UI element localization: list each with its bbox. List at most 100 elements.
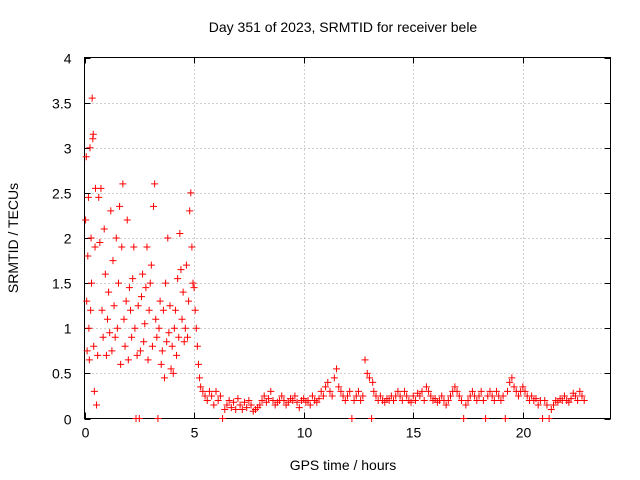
data-point xyxy=(247,401,255,409)
data-point xyxy=(105,288,113,296)
data-point xyxy=(210,401,218,409)
y-tick-label: 3.5 xyxy=(52,96,72,112)
data-point xyxy=(136,347,144,355)
data-point xyxy=(208,392,216,400)
data-point xyxy=(539,415,547,422)
data-point xyxy=(99,333,107,341)
data-point xyxy=(534,401,542,409)
data-point xyxy=(139,270,147,278)
data-point xyxy=(550,401,558,409)
data-point xyxy=(87,306,95,314)
data-point xyxy=(341,396,349,404)
data-point xyxy=(141,320,149,328)
data-point xyxy=(455,392,463,400)
data-point xyxy=(163,338,171,346)
data-point xyxy=(398,396,406,404)
data-point xyxy=(157,360,165,368)
data-point xyxy=(129,275,137,283)
data-point xyxy=(444,396,452,404)
data-point xyxy=(85,356,93,364)
data-point xyxy=(131,324,139,332)
data-point xyxy=(106,329,114,337)
data-point xyxy=(240,398,248,406)
data-point xyxy=(565,398,573,406)
data-point xyxy=(416,392,424,400)
data-point xyxy=(117,360,125,368)
data-point xyxy=(119,180,127,188)
data-point xyxy=(532,395,540,403)
data-point xyxy=(230,398,238,406)
data-point xyxy=(181,324,189,332)
data-point xyxy=(313,398,321,406)
data-point xyxy=(521,387,529,395)
data-point xyxy=(93,401,101,409)
data-point xyxy=(256,401,264,409)
data-point xyxy=(201,392,209,400)
data-point xyxy=(125,284,133,292)
data-point xyxy=(182,261,190,269)
data-point xyxy=(133,351,141,359)
data-point xyxy=(543,401,551,409)
data-point xyxy=(130,243,138,251)
data-point xyxy=(574,396,582,404)
data-point xyxy=(135,415,143,422)
data-point xyxy=(124,356,132,364)
data-point xyxy=(197,383,205,391)
data-point xyxy=(317,387,325,395)
data-point xyxy=(180,338,188,346)
data-point xyxy=(460,415,468,422)
data-point xyxy=(194,360,202,368)
data-point xyxy=(486,387,494,395)
data-point xyxy=(528,392,536,400)
data-point xyxy=(85,324,93,332)
data-point xyxy=(265,395,273,403)
data-point xyxy=(427,392,435,400)
x-tick-label: 10 xyxy=(297,425,313,441)
y-tick-label: 0.5 xyxy=(52,366,72,382)
y-tick-label: 3 xyxy=(64,141,72,157)
data-point xyxy=(344,392,351,400)
data-point xyxy=(468,387,476,395)
data-point xyxy=(284,398,292,406)
chart-title: Day 351 of 2023, SRMTID for receiver bel… xyxy=(209,19,478,35)
data-point xyxy=(337,387,345,395)
data-point xyxy=(193,342,201,350)
data-point xyxy=(88,94,96,102)
data-point xyxy=(361,356,369,364)
data-point xyxy=(411,396,419,404)
data-point xyxy=(578,392,586,400)
data-point xyxy=(262,398,270,406)
data-point xyxy=(304,396,312,404)
data-point xyxy=(352,392,360,400)
data-point xyxy=(189,279,197,287)
data-points xyxy=(82,94,588,422)
data-point xyxy=(128,333,136,341)
data-point xyxy=(87,234,95,242)
data-point xyxy=(438,392,446,400)
data-point xyxy=(243,404,251,412)
data-point xyxy=(94,351,102,359)
data-point xyxy=(171,306,179,314)
data-point xyxy=(162,279,170,287)
data-point xyxy=(420,396,428,404)
data-point xyxy=(100,225,108,233)
data-point xyxy=(144,356,152,364)
data-point xyxy=(151,180,159,188)
x-tick-label: 20 xyxy=(516,425,532,441)
data-point xyxy=(137,293,145,301)
data-point xyxy=(156,297,164,305)
data-point xyxy=(519,383,527,391)
data-point xyxy=(223,401,231,409)
data-point xyxy=(346,387,354,395)
data-point xyxy=(330,374,338,382)
data-point xyxy=(508,374,516,382)
data-point xyxy=(400,387,408,395)
data-point xyxy=(333,365,341,373)
data-point xyxy=(188,243,196,251)
data-point xyxy=(319,392,327,400)
data-point xyxy=(219,415,227,422)
data-point xyxy=(363,369,371,377)
data-point xyxy=(169,369,177,377)
data-point xyxy=(245,396,253,404)
data-point xyxy=(113,324,121,332)
